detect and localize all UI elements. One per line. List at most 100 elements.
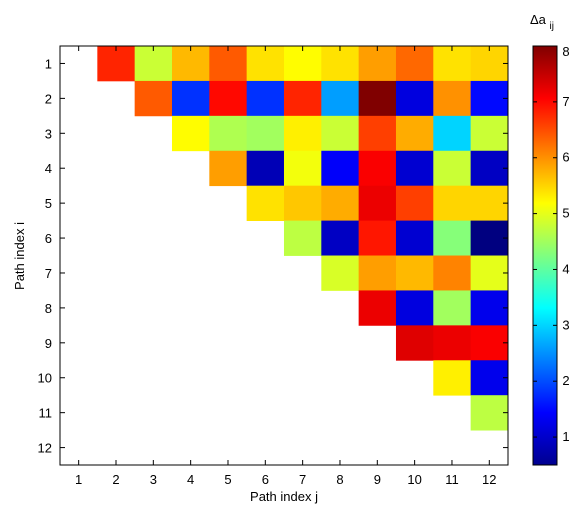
x-tick-label-5: 5 <box>224 472 231 487</box>
colorbar-tick-label-5: 5 <box>562 206 569 221</box>
heatmap-cell-5-6 <box>246 185 285 221</box>
heatmap-cell-6-7 <box>283 220 322 256</box>
heatmap-cell-6-12 <box>470 220 509 256</box>
heatmap-cell-9-11 <box>433 325 472 361</box>
y-tick-label-5: 5 <box>45 196 52 211</box>
heatmap-cell-8-12 <box>470 290 509 326</box>
heatmap-cell-2-12 <box>470 80 509 117</box>
heatmap-cell-8-9 <box>358 290 397 326</box>
y-tick-label-3: 3 <box>45 126 52 141</box>
heatmap-cell-4-10 <box>395 150 434 187</box>
heatmap-cell-8-10 <box>395 290 434 326</box>
heatmap-cell-4-11 <box>433 150 472 187</box>
x-tick-label-1: 1 <box>75 472 82 487</box>
colorbar-title-sub: ij <box>550 21 554 32</box>
colorbar <box>532 45 558 466</box>
heatmap-cell-1-11 <box>433 46 472 82</box>
y-tick-label-8: 8 <box>45 301 52 316</box>
heatmap-cell-5-7 <box>283 185 322 221</box>
x-tick-label-9: 9 <box>374 472 381 487</box>
heatmap-cell-2-4 <box>171 80 210 117</box>
heatmap-cell-3-4 <box>171 115 210 152</box>
heatmap-cell-3-7 <box>283 115 322 152</box>
y-tick-label-10: 10 <box>38 371 52 386</box>
heatmap-cell-1-6 <box>246 46 285 82</box>
heatmap-cell-3-10 <box>395 115 434 152</box>
y-axis-title: Path index i <box>12 222 27 290</box>
heatmap-cell-7-9 <box>358 255 397 291</box>
heatmap-cell-1-3 <box>134 46 173 82</box>
heatmap-cell-5-11 <box>433 185 472 221</box>
heatmap-cell-3-8 <box>321 115 360 152</box>
heatmap-cell-5-12 <box>470 185 509 221</box>
heatmap-cell-1-4 <box>171 46 210 82</box>
y-tick-label-12: 12 <box>38 441 52 456</box>
heatmap-cell-3-5 <box>209 115 248 152</box>
x-tick-label-4: 4 <box>187 472 194 487</box>
heatmap-cell-4-5 <box>209 150 248 187</box>
heatmap-cell-4-6 <box>246 150 285 187</box>
y-tick-label-9: 9 <box>45 336 52 351</box>
heatmap-cell-1-7 <box>283 46 322 82</box>
heatmap-cell-5-9 <box>358 185 397 221</box>
heatmap-cell-1-2 <box>97 46 136 82</box>
heatmap-cell-7-11 <box>433 255 472 291</box>
x-tick-label-7: 7 <box>299 472 306 487</box>
heatmap-cell-8-11 <box>433 290 472 326</box>
heatmap-cell-3-11 <box>433 115 472 152</box>
heatmap-cell-6-10 <box>395 220 434 256</box>
colorbar-title: Δa ij <box>530 12 554 32</box>
y-tick-label-4: 4 <box>45 161 52 176</box>
y-tick-label-7: 7 <box>45 266 52 281</box>
x-axis-title: Path index j <box>250 489 318 504</box>
colorbar-tick-label-8: 8 <box>562 44 569 59</box>
heatmap-cell-3-9 <box>358 115 397 152</box>
colorbar-tick-label-4: 4 <box>562 261 569 276</box>
colorbar-tick-label-7: 7 <box>562 94 569 109</box>
heatmap-cell-7-10 <box>395 255 434 291</box>
heatmap-cell-2-6 <box>246 80 285 117</box>
heatmap-cell-5-8 <box>321 185 360 221</box>
heatmap-cell-1-10 <box>395 46 434 82</box>
y-tick-label-6: 6 <box>45 231 52 246</box>
heatmap-cell-10-12 <box>470 360 509 396</box>
heatmap-cell-2-9 <box>358 80 397 117</box>
heatmap-cell-3-6 <box>246 115 285 152</box>
x-tick-label-6: 6 <box>262 472 269 487</box>
x-tick-label-12: 12 <box>482 472 496 487</box>
heatmap-cell-11-12 <box>470 395 509 431</box>
heatmap-cell-4-8 <box>321 150 360 187</box>
heatmap-cell-1-12 <box>470 46 509 82</box>
x-tick-label-2: 2 <box>112 472 119 487</box>
heatmap-cell-4-12 <box>470 150 509 187</box>
colorbar-ticks: 1 2 3 4 5 6 7 8 <box>533 44 570 444</box>
heatmap-cell-2-7 <box>283 80 322 117</box>
colorbar-tick-label-2: 2 <box>562 373 569 388</box>
heatmap-cell-2-5 <box>209 80 248 117</box>
y-tick-label-1: 1 <box>45 56 52 71</box>
x-tick-label-11: 11 <box>445 472 459 487</box>
heatmap-cell-5-10 <box>395 185 434 221</box>
x-tick-label-3: 3 <box>150 472 157 487</box>
x-tick-label-10: 10 <box>407 472 421 487</box>
heatmap-cell-9-12 <box>470 325 509 361</box>
x-axis-ticks: 1 2 3 4 5 6 7 8 9 10 11 12 <box>75 46 497 487</box>
x-tick-label-8: 8 <box>336 472 343 487</box>
heatmap-cell-1-9 <box>358 46 397 82</box>
heatmap-cell-4-7 <box>283 150 322 187</box>
heatmap-cell-1-8 <box>321 46 360 82</box>
colorbar-tick-label-1: 1 <box>562 429 569 444</box>
heatmap-cell-2-10 <box>395 80 434 117</box>
plot-frame <box>59 45 509 466</box>
heatmap-cell-6-9 <box>358 220 397 256</box>
y-tick-label-2: 2 <box>45 91 52 106</box>
heatmap-cell-6-11 <box>433 220 472 256</box>
colorbar-tick-label-3: 3 <box>562 317 569 332</box>
heatmap-cell-7-8 <box>321 255 360 291</box>
heatmap-cell-2-11 <box>433 80 472 117</box>
colorbar-title-main: Δa <box>530 12 547 27</box>
heatmap-cell-2-8 <box>321 80 360 117</box>
y-tick-label-11: 11 <box>39 406 53 421</box>
